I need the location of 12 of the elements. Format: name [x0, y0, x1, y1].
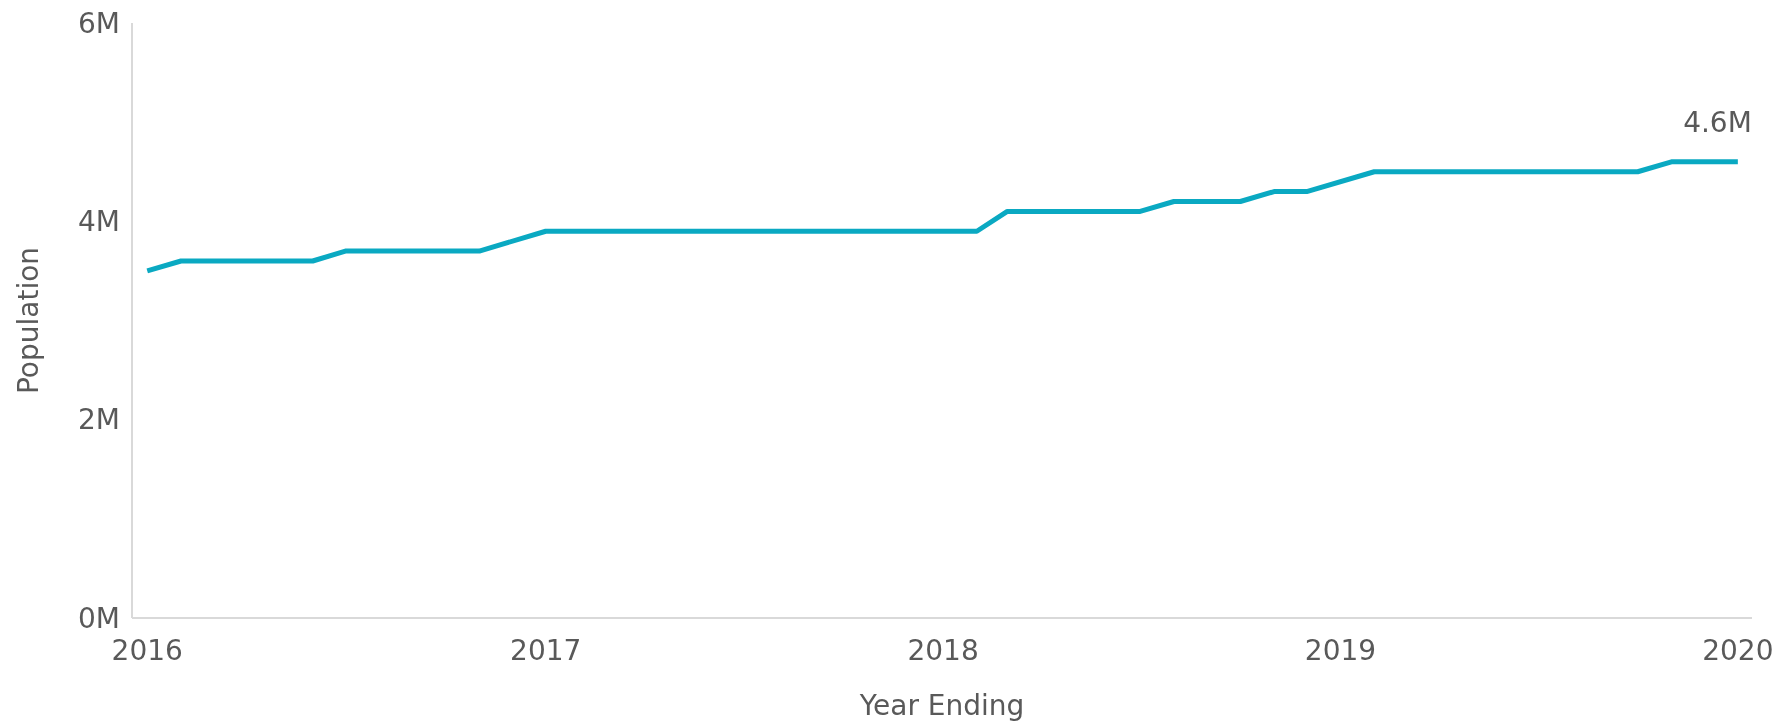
- x-tick-label: 2019: [1304, 634, 1377, 667]
- x-tick-label: 2017: [510, 634, 582, 667]
- y-tick-label: 6M: [78, 6, 120, 40]
- y-tick-label: 4M: [78, 205, 120, 239]
- y-axis-title: Population: [12, 246, 45, 395]
- x-tick-label: 2018: [907, 634, 979, 667]
- y-tick-label: 2M: [78, 403, 120, 437]
- x-tick-label: 2016: [111, 634, 183, 667]
- x-tick-label: 2020: [1702, 634, 1774, 667]
- x-axis-title: Year Ending: [858, 689, 1025, 722]
- y-tick-label: 0M: [78, 601, 120, 635]
- data-label: 4.6M: [1683, 105, 1752, 139]
